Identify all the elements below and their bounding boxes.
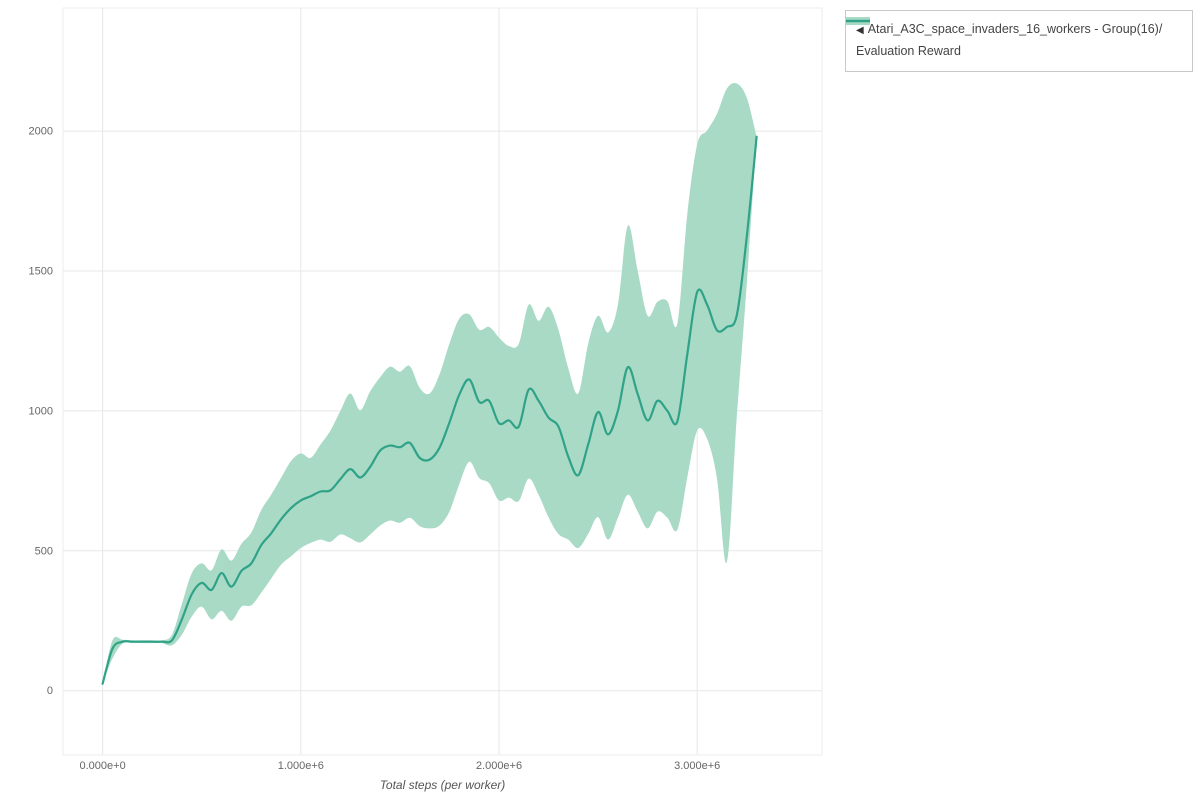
y-tick-label: 500 bbox=[35, 545, 53, 557]
legend-series-name-line2: Evaluation Reward bbox=[856, 43, 961, 58]
y-tick-label: 1500 bbox=[29, 266, 53, 278]
legend-series-swatch-icon bbox=[846, 17, 870, 25]
y-tick-label: 0 bbox=[47, 685, 53, 697]
series-band bbox=[102, 82, 757, 684]
legend-item[interactable]: ◀ Atari_A3C_space_invaders_16_workers - G… bbox=[856, 19, 1162, 63]
y-tick-label: 2000 bbox=[29, 126, 53, 138]
x-tick-label: 1.000e+6 bbox=[278, 760, 324, 772]
legend-box[interactable]: ◀ Atari_A3C_space_invaders_16_workers - G… bbox=[845, 10, 1193, 72]
legend-collapse-triangle-icon[interactable]: ◀ bbox=[856, 25, 864, 36]
x-tick-label: 0.000e+0 bbox=[80, 760, 126, 772]
x-tick-label: 2.000e+6 bbox=[476, 760, 522, 772]
x-axis-title: Total steps (per worker) bbox=[379, 778, 506, 792]
legend-series-name: Atari_A3C_space_invaders_16_workers - Gr… bbox=[867, 22, 1163, 36]
x-tick-label: 3.000e+6 bbox=[674, 760, 720, 772]
y-tick-label: 1000 bbox=[29, 405, 53, 417]
series-line bbox=[101, 135, 758, 685]
